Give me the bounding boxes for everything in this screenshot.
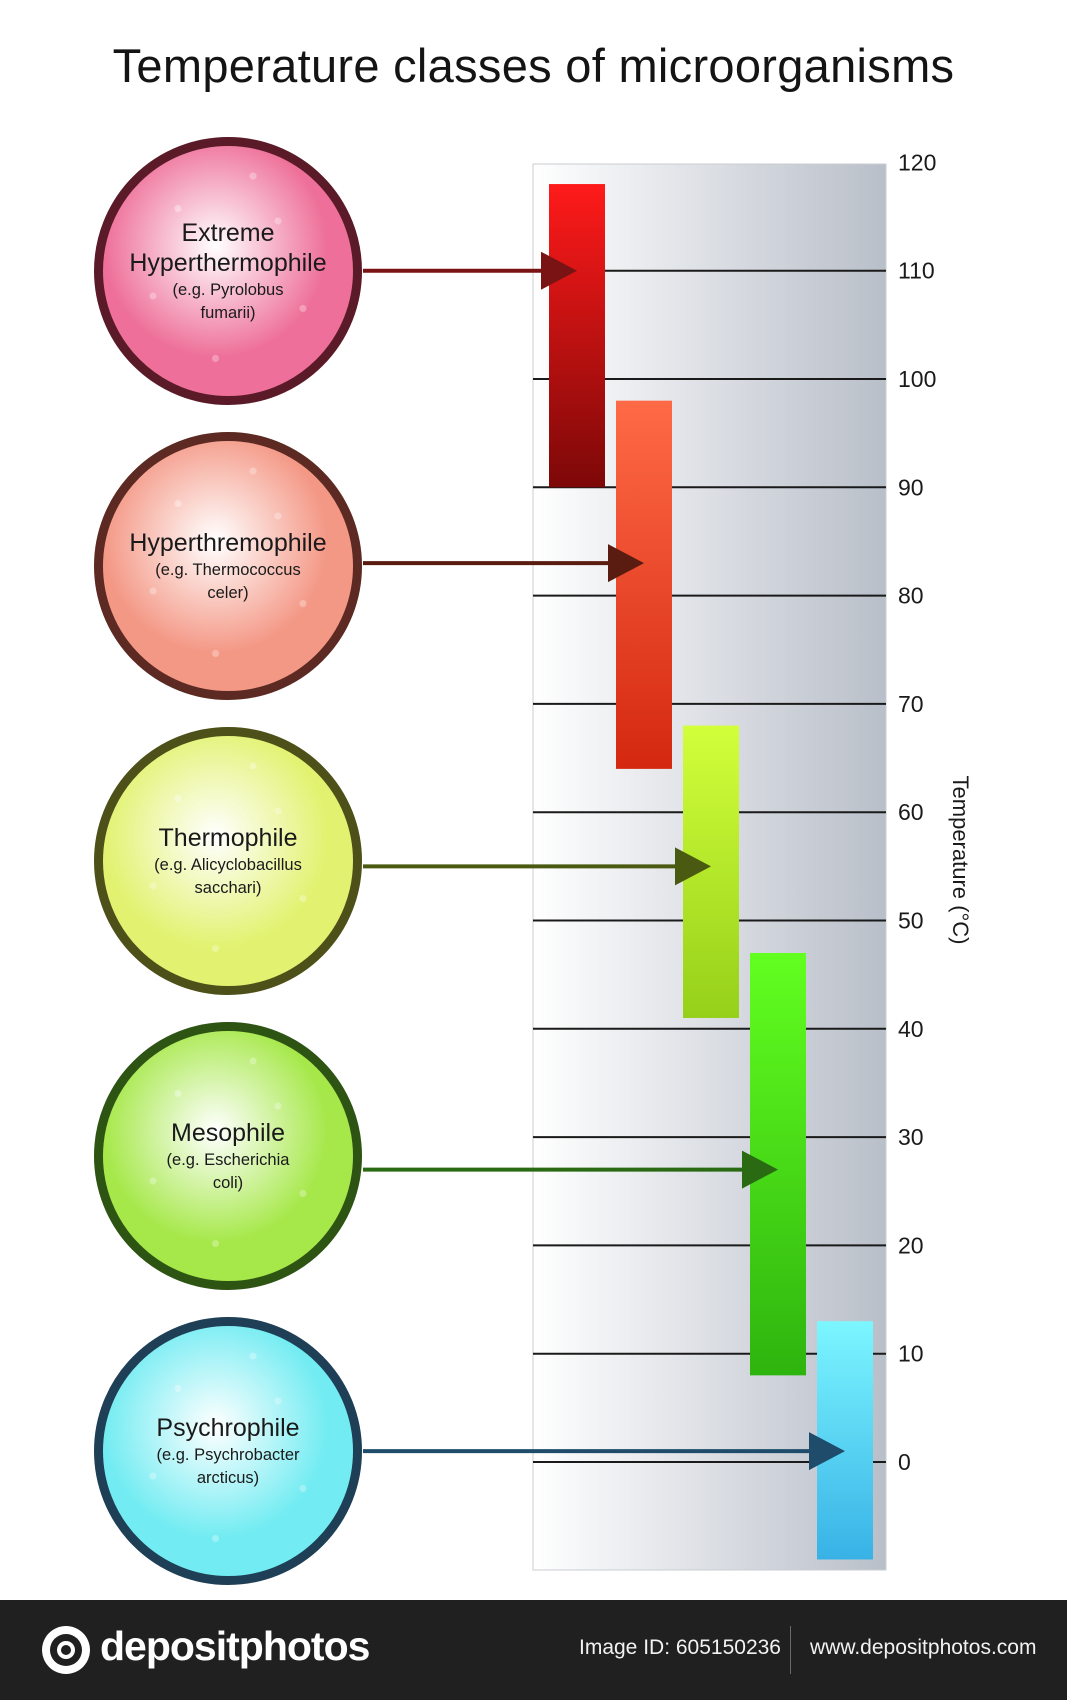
class-name: Mesophile <box>171 1119 285 1147</box>
arrow-head-icon <box>608 544 644 583</box>
y-tick-label: 30 <box>898 1124 924 1150</box>
class-name: Hyperthermophile <box>129 249 327 277</box>
arrow-head-icon <box>675 847 711 886</box>
arrow-head-icon <box>541 251 577 290</box>
y-tick-label: 50 <box>898 908 924 934</box>
y-tick-label: 60 <box>898 799 924 825</box>
arrow-head-icon <box>742 1150 778 1189</box>
class-example: sacchari) <box>194 879 262 897</box>
y-tick-label: 80 <box>898 583 924 609</box>
class-name: Psychrophile <box>156 1414 300 1442</box>
class-example: arcticus) <box>196 1469 260 1487</box>
y-tick-label: 0 <box>898 1449 911 1475</box>
class-example: celer) <box>207 584 249 602</box>
image-id: Image ID: 605150236 <box>579 1636 781 1659</box>
y-axis-label: Temperature (°C) <box>948 776 973 945</box>
y-tick-label: 120 <box>898 149 936 175</box>
class-example: (e.g. Escherichia <box>166 1151 290 1169</box>
site-url[interactable]: www.depositphotos.com <box>810 1636 1037 1659</box>
y-tick-label: 20 <box>898 1232 924 1258</box>
range-bar-hyperthremophile <box>616 400 672 769</box>
class-name: Thermophile <box>158 824 298 852</box>
class-example: (e.g. Alicyclobacillus <box>154 856 302 874</box>
chart-title: Temperature classes of microorganisms <box>112 39 955 92</box>
range-bars <box>549 184 873 1560</box>
brand-logo[interactable]: depositphotos <box>100 1623 370 1669</box>
class-name: Hyperthremophile <box>129 529 327 557</box>
class-example: (e.g. Pyrolobus <box>172 281 284 299</box>
class-example: (e.g. Thermococcus <box>155 561 301 579</box>
class-example: (e.g. Psychrobacter <box>156 1446 300 1464</box>
class-name: Extreme <box>181 219 275 247</box>
y-tick-label: 40 <box>898 1016 924 1042</box>
camera-logo-icon <box>42 1626 90 1674</box>
class-example: fumarii) <box>200 304 256 322</box>
footer-bar: depositphotos Image ID: 605150236 www.de… <box>0 1600 1067 1700</box>
y-tick-label: 70 <box>898 691 924 717</box>
y-tick-label: 10 <box>898 1341 924 1367</box>
y-tick-label: 90 <box>898 474 924 500</box>
y-tick-label: 100 <box>898 366 936 392</box>
class-example: coli) <box>212 1174 244 1192</box>
temperature-chart: 0 10 20 30 40 50 60 70 80 90 100 110 120 Temperature… <box>363 149 973 1571</box>
tick-labels: 0 10 20 30 40 50 60 70 80 90 100 110 120 <box>898 149 936 1475</box>
range-bar-extreme-hyperthermophile <box>549 184 605 488</box>
arrow-head-icon <box>809 1432 845 1471</box>
footer-divider <box>790 1626 791 1674</box>
class-arrows <box>363 251 845 1471</box>
range-bar-psychrophile <box>817 1321 873 1560</box>
y-tick-label: 110 <box>898 258 935 284</box>
